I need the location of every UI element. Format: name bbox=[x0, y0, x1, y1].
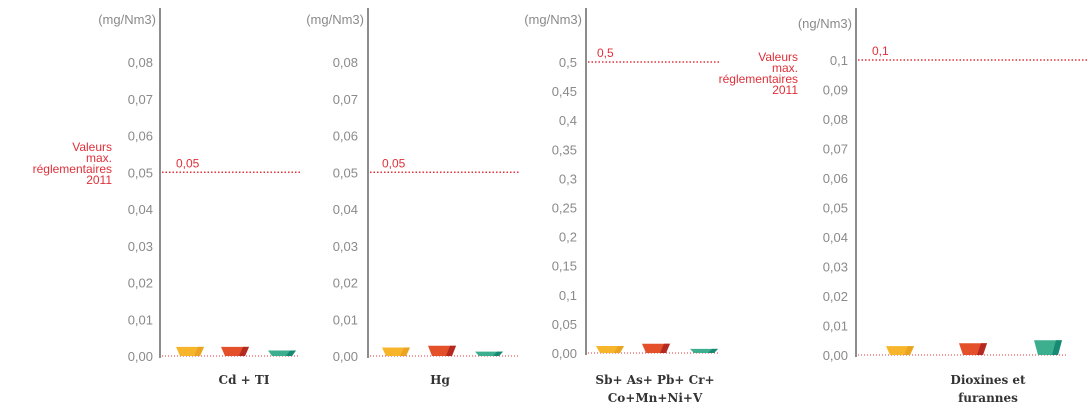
tick-label: 0,03 bbox=[128, 239, 153, 254]
tick-label: 0,03 bbox=[333, 239, 358, 254]
tick-label: 0,01 bbox=[128, 312, 153, 327]
bar-shade bbox=[493, 351, 503, 356]
bar-shade bbox=[446, 345, 456, 356]
bar bbox=[268, 350, 296, 356]
bar-shade bbox=[194, 346, 204, 356]
tick-label: 0,1 bbox=[559, 288, 577, 303]
unit-label: (ng/Nm3) bbox=[798, 16, 852, 31]
bar-shade bbox=[239, 346, 249, 356]
tick-label: 0,04 bbox=[128, 202, 153, 217]
category-label: Cd + TI bbox=[219, 373, 270, 387]
tick-label: 0,03 bbox=[823, 260, 848, 275]
bar-shade bbox=[660, 343, 670, 353]
bar-shade bbox=[708, 348, 718, 353]
bar bbox=[959, 343, 987, 355]
chart-panel-2: (mg/Nm3) 0,00 0,01 0,02 0,03 0,04 0,05 0,06 0,07… bbox=[306, 8, 520, 387]
bar-shade bbox=[977, 343, 987, 355]
bar bbox=[221, 346, 249, 356]
tick-label: 0,08 bbox=[823, 112, 848, 127]
tick-label: 0,35 bbox=[552, 142, 577, 157]
tick-label: 0,09 bbox=[823, 83, 848, 98]
tick-label: 0,05 bbox=[128, 165, 153, 180]
category-label: Dioxines et bbox=[950, 373, 1026, 387]
bar-shade bbox=[286, 350, 296, 356]
tick-label: 0,07 bbox=[128, 92, 153, 107]
bar-shade bbox=[614, 346, 624, 353]
tick-label: 0,08 bbox=[333, 55, 358, 70]
unit-label: (mg/Nm3) bbox=[98, 12, 156, 27]
regulation-value-label: 0,5 bbox=[597, 46, 614, 60]
tick-label: 0,45 bbox=[552, 84, 577, 99]
tick-label: 0,00 bbox=[333, 349, 358, 364]
chart-panel-3: (mg/Nm3) 0,00 0,05 0,1 0,15 0,2 0,25 0,3 0,35 0,4… bbox=[524, 8, 720, 405]
tick-label: 0,1 bbox=[830, 53, 848, 68]
bar bbox=[176, 346, 204, 356]
tick-label: 0,04 bbox=[823, 230, 848, 245]
chart-panel-4: (ng/Nm3) 0,00 0,01 0,02 0,03 0,04 0,05 0,06 0,07… bbox=[719, 8, 1088, 405]
tick-label: 0,07 bbox=[333, 92, 358, 107]
tick-label: 0,07 bbox=[823, 142, 848, 157]
regulation-text: max. bbox=[772, 61, 798, 75]
tick-label: 0,00 bbox=[552, 346, 577, 361]
bar-shade bbox=[400, 347, 410, 356]
tick-label: 0,25 bbox=[552, 201, 577, 216]
bar bbox=[596, 346, 624, 353]
bar bbox=[382, 347, 410, 356]
tick-label: 0,06 bbox=[333, 129, 358, 144]
category-label: furannes bbox=[958, 391, 1018, 405]
tick-label: 0,01 bbox=[333, 312, 358, 327]
bar bbox=[886, 346, 914, 355]
tick-label: 0,02 bbox=[823, 289, 848, 304]
regulation-value-label: 0,05 bbox=[176, 156, 200, 170]
tick-label: 0,01 bbox=[823, 319, 848, 334]
tick-label: 0,05 bbox=[823, 201, 848, 216]
bar bbox=[475, 351, 503, 356]
bar bbox=[690, 348, 718, 353]
tick-label: 0,3 bbox=[559, 171, 577, 186]
category-label: Co+Mn+Ni+V bbox=[608, 391, 703, 405]
category-label: Hg bbox=[430, 373, 450, 387]
unit-label: (mg/Nm3) bbox=[306, 12, 364, 27]
tick-label: 0,02 bbox=[333, 276, 358, 291]
regulation-text: 2011 bbox=[772, 83, 798, 97]
bar bbox=[1034, 340, 1062, 355]
chart-panel-1: (mg/Nm3) 0,00 0,01 0,02 0,03 0,04 0,05 0,06 0,07… bbox=[33, 8, 300, 387]
regulation-text: réglementaires bbox=[719, 72, 798, 86]
tick-label: 0,02 bbox=[128, 276, 153, 291]
tick-label: 0,04 bbox=[333, 202, 358, 217]
category-label: Sb+ As+ Pb+ Cr+ bbox=[595, 373, 714, 387]
tick-label: 0,00 bbox=[128, 349, 153, 364]
bar-shade bbox=[904, 346, 914, 355]
regulation-text: max. bbox=[86, 151, 112, 165]
regulation-text: réglementaires bbox=[33, 162, 112, 176]
bar-shade bbox=[1052, 340, 1062, 355]
tick-label: 0,06 bbox=[128, 129, 153, 144]
regulation-value-label: 0,05 bbox=[382, 156, 406, 170]
regulation-value-label: 0,1 bbox=[872, 44, 889, 58]
tick-label: 0,15 bbox=[552, 259, 577, 274]
tick-label: 0,4 bbox=[559, 113, 577, 128]
regulation-text: Valeurs bbox=[758, 50, 798, 64]
tick-label: 0,05 bbox=[333, 165, 358, 180]
tick-label: 0,05 bbox=[552, 317, 577, 332]
bar bbox=[428, 345, 456, 356]
tick-label: 0,5 bbox=[559, 55, 577, 70]
tick-label: 0,08 bbox=[128, 55, 153, 70]
tick-label: 0,2 bbox=[559, 230, 577, 245]
tick-label: 0,06 bbox=[823, 171, 848, 186]
tick-label: 0,00 bbox=[823, 348, 848, 363]
regulation-text: Valeurs bbox=[72, 140, 112, 154]
regulation-text: 2011 bbox=[86, 173, 112, 187]
unit-label: (mg/Nm3) bbox=[524, 12, 582, 27]
bar bbox=[642, 343, 670, 353]
